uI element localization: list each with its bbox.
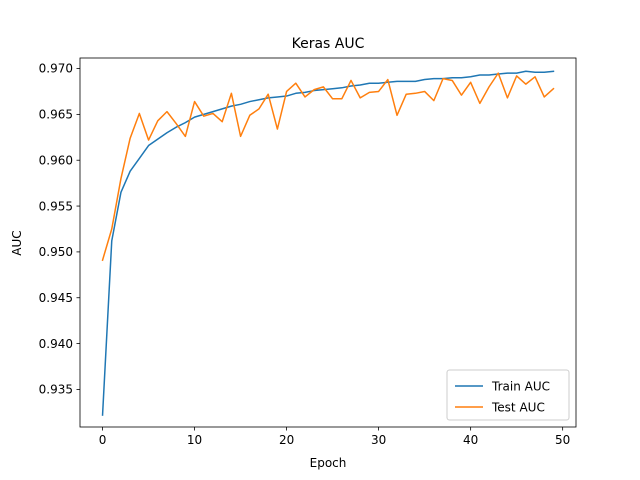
y-tick-label: 0.960 (39, 153, 73, 167)
y-tick-label: 0.945 (39, 291, 73, 305)
y-tick-label: 0.965 (39, 108, 73, 122)
x-tick-label: 10 (187, 433, 202, 447)
chart-title: Keras AUC (292, 36, 365, 52)
plot-area: 0 10 20 30 40 50 0.935 0.940 0.945 0.950 0.955 0.96… (39, 57, 577, 447)
y-tick-label: 0.950 (39, 245, 73, 259)
series-line-test-auc (101, 72, 555, 262)
axes-frame (79, 57, 577, 428)
y-tick-label: 0.940 (39, 337, 73, 351)
legend-label: Train AUC (491, 380, 550, 394)
legend-label: Test AUC (491, 401, 545, 415)
x-tick-label: 20 (279, 433, 294, 447)
y-tick-label: 0.935 (39, 383, 73, 397)
x-tick-label: 40 (463, 433, 478, 447)
x-tick-label: 30 (371, 433, 386, 447)
x-tick-label: 50 (555, 433, 570, 447)
x-tick-label: 0 (99, 433, 107, 447)
y-tick-label: 0.970 (39, 62, 73, 76)
y-tick-label: 0.955 (39, 199, 73, 213)
y-axis-label: AUC (10, 230, 24, 255)
x-axis-label: Epoch (310, 456, 347, 470)
